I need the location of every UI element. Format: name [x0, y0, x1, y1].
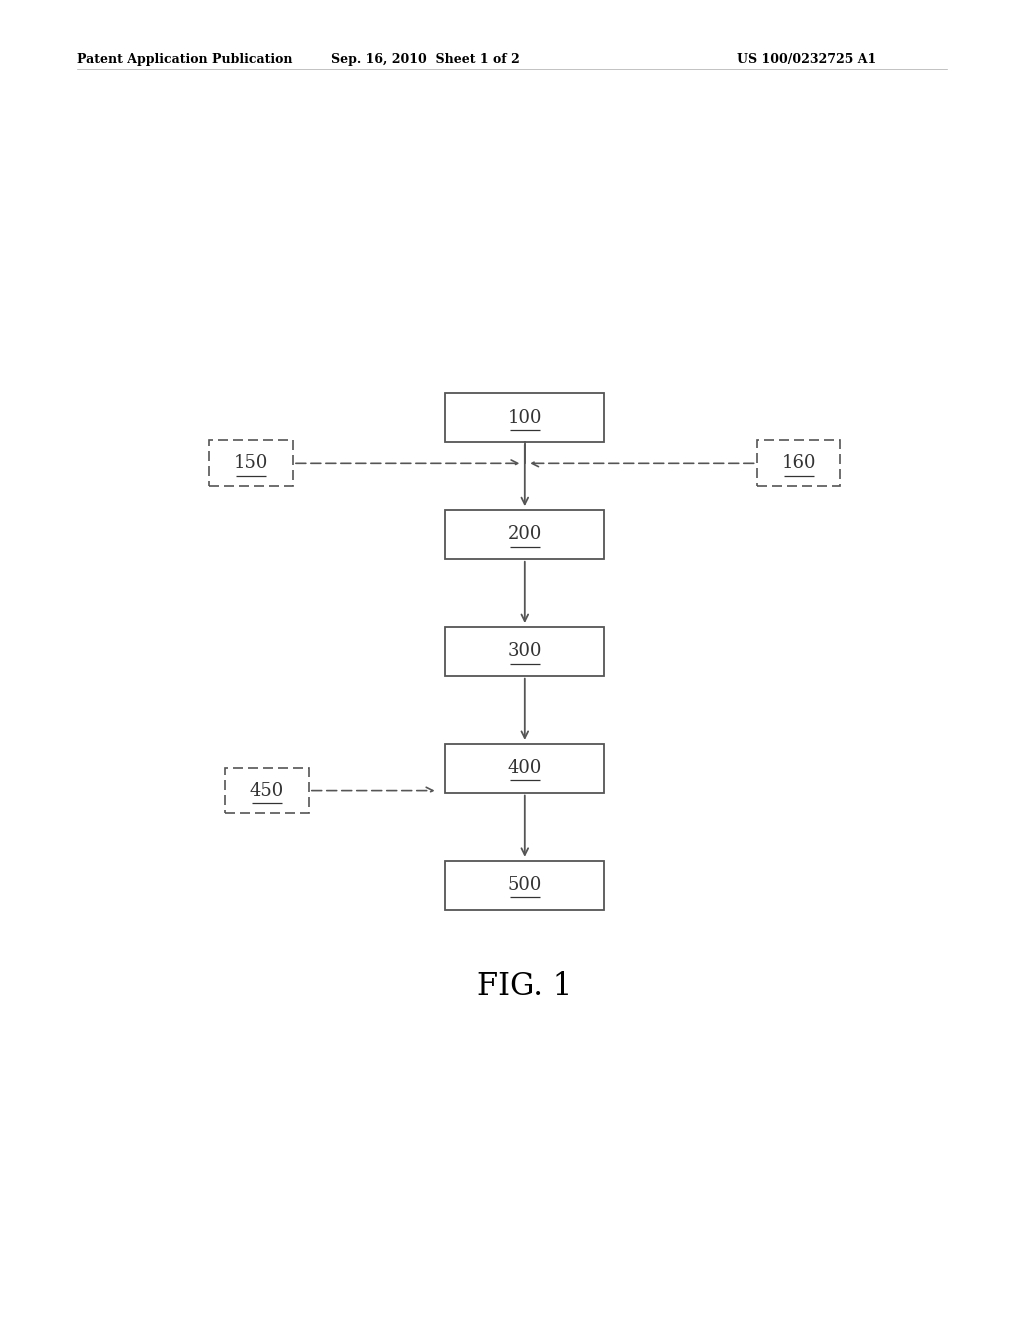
FancyBboxPatch shape — [445, 510, 604, 558]
FancyBboxPatch shape — [209, 441, 293, 486]
Text: 200: 200 — [508, 525, 542, 544]
Text: US 100/0232725 A1: US 100/0232725 A1 — [737, 53, 877, 66]
FancyBboxPatch shape — [445, 744, 604, 792]
Text: 150: 150 — [233, 454, 268, 473]
Text: 160: 160 — [781, 454, 816, 473]
Text: 450: 450 — [250, 781, 284, 800]
FancyBboxPatch shape — [225, 768, 308, 813]
Text: 300: 300 — [508, 643, 542, 660]
FancyBboxPatch shape — [445, 627, 604, 676]
FancyBboxPatch shape — [757, 441, 841, 486]
Text: 400: 400 — [508, 759, 542, 777]
FancyBboxPatch shape — [445, 861, 604, 909]
Text: Sep. 16, 2010  Sheet 1 of 2: Sep. 16, 2010 Sheet 1 of 2 — [331, 53, 519, 66]
Text: Patent Application Publication: Patent Application Publication — [77, 53, 292, 66]
Text: 500: 500 — [508, 876, 542, 894]
Text: 100: 100 — [508, 409, 542, 426]
FancyBboxPatch shape — [445, 393, 604, 442]
Text: FIG. 1: FIG. 1 — [477, 972, 572, 1002]
